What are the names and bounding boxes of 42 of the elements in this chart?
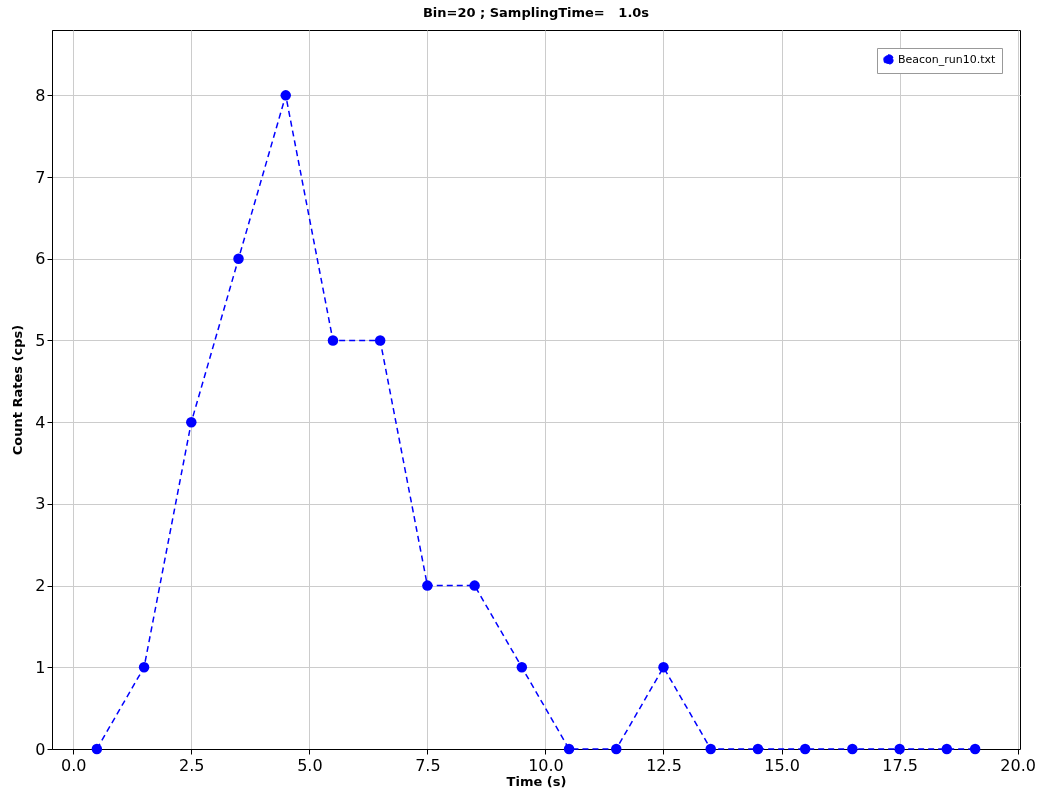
- point: [705, 743, 716, 755]
- y-tick-label: 8: [35, 85, 46, 105]
- x-tick-label: 5.0: [297, 755, 323, 775]
- y-tick-label: 4: [35, 412, 46, 432]
- x-tick-label: 7.5: [415, 755, 441, 775]
- point: [422, 580, 433, 591]
- point: [847, 743, 858, 755]
- point: [658, 662, 669, 673]
- point: [327, 335, 339, 346]
- point: [941, 743, 953, 755]
- y-tick-label: 2: [35, 576, 46, 596]
- chart-title: Bin=20 ; SamplingTime= 1.0s: [422, 5, 650, 20]
- point: [563, 743, 575, 755]
- point: [469, 580, 480, 591]
- point: [611, 743, 622, 755]
- point: [894, 743, 905, 755]
- y-tick-label: 1: [35, 657, 46, 677]
- point: [280, 90, 291, 101]
- y-tick-label: 0: [35, 739, 46, 759]
- legend-label: Beacon_run10.txt: [898, 52, 997, 66]
- x-tick-label: 17.5: [882, 755, 918, 775]
- point: [752, 743, 764, 755]
- point: [799, 743, 811, 755]
- x-tick-label: 15.0: [764, 755, 800, 775]
- y-tick-label: 6: [35, 249, 46, 269]
- x-tick-label: 0.0: [61, 755, 87, 775]
- point: [969, 743, 981, 755]
- point: [138, 662, 150, 673]
- y-axis-title: Count Rates (cps): [10, 324, 26, 456]
- point: [233, 253, 244, 265]
- point: [186, 416, 197, 428]
- x-tick-label: 10.0: [528, 755, 564, 775]
- x-tick-label: 12.5: [646, 755, 682, 775]
- point: [374, 335, 386, 346]
- y-tick-label: 5: [35, 330, 46, 350]
- y-tick-label: 3: [35, 494, 46, 514]
- x-tick-label: 20.0: [1000, 755, 1036, 775]
- y-tick-label: 7: [35, 167, 46, 187]
- x-tick-label: 2.5: [179, 755, 205, 775]
- point: [91, 743, 103, 755]
- x-axis-title: Time (s): [506, 773, 567, 789]
- point: [516, 662, 528, 673]
